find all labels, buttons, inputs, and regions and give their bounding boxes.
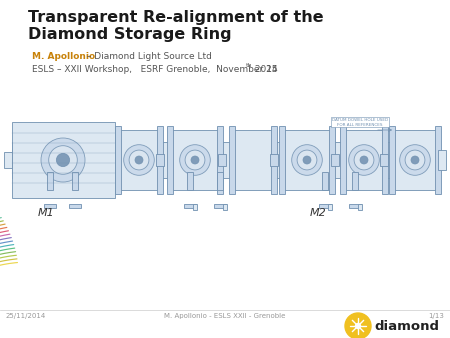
Bar bbox=[380, 154, 388, 166]
Circle shape bbox=[356, 323, 360, 329]
Bar bbox=[328, 204, 332, 210]
Bar bbox=[170, 130, 220, 190]
Circle shape bbox=[185, 150, 205, 170]
Text: Diamond Storage Ring: Diamond Storage Ring bbox=[28, 27, 232, 42]
Bar bbox=[229, 126, 235, 194]
Bar bbox=[156, 154, 164, 166]
Circle shape bbox=[360, 156, 368, 164]
Bar bbox=[157, 126, 163, 194]
Bar bbox=[358, 204, 362, 210]
Bar bbox=[167, 126, 173, 194]
Bar bbox=[382, 126, 388, 194]
Bar bbox=[69, 204, 81, 208]
Circle shape bbox=[297, 150, 317, 170]
Circle shape bbox=[400, 145, 430, 175]
Bar bbox=[4, 152, 12, 168]
Bar bbox=[44, 204, 56, 208]
Circle shape bbox=[345, 313, 371, 338]
Text: – Diamond Light Source Ltd: – Diamond Light Source Ltd bbox=[84, 52, 212, 61]
Bar bbox=[47, 172, 53, 190]
Bar bbox=[392, 130, 438, 190]
Bar bbox=[115, 126, 121, 194]
Circle shape bbox=[292, 145, 322, 175]
Text: Transparent Re-alignment of the: Transparent Re-alignment of the bbox=[28, 10, 324, 25]
Circle shape bbox=[135, 156, 143, 164]
Circle shape bbox=[180, 145, 210, 175]
Circle shape bbox=[41, 138, 85, 182]
Bar bbox=[223, 204, 227, 210]
Bar bbox=[340, 126, 346, 194]
Circle shape bbox=[49, 146, 77, 174]
Bar bbox=[187, 172, 193, 190]
Circle shape bbox=[129, 150, 149, 170]
Text: DATUM DOWEL HOLE USED
FOR ALL REFERENCES: DATUM DOWEL HOLE USED FOR ALL REFERENCES bbox=[332, 118, 388, 127]
Text: ESLS – XXII Workshop,   ESRF Grenoble,  November 25: ESLS – XXII Workshop, ESRF Grenoble, Nov… bbox=[32, 65, 278, 74]
Bar bbox=[343, 130, 385, 190]
Circle shape bbox=[191, 156, 199, 164]
Circle shape bbox=[349, 145, 379, 175]
Bar bbox=[12, 142, 438, 178]
Text: th: th bbox=[246, 63, 252, 68]
Text: M. Apollonio - ESLS XXII - Grenoble: M. Apollonio - ESLS XXII - Grenoble bbox=[164, 313, 286, 319]
Bar bbox=[12, 122, 115, 198]
Circle shape bbox=[56, 153, 70, 167]
Bar bbox=[217, 126, 223, 194]
Text: M1: M1 bbox=[38, 208, 55, 218]
Text: 25/11/2014: 25/11/2014 bbox=[6, 313, 46, 319]
Bar bbox=[438, 150, 446, 170]
Bar bbox=[282, 130, 332, 190]
Text: 2014: 2014 bbox=[252, 65, 278, 74]
Bar bbox=[217, 172, 223, 190]
Circle shape bbox=[124, 145, 154, 175]
Circle shape bbox=[354, 150, 374, 170]
Circle shape bbox=[411, 156, 419, 164]
Bar bbox=[193, 204, 197, 210]
Text: 1/13: 1/13 bbox=[428, 313, 444, 319]
Bar bbox=[331, 154, 339, 166]
Bar bbox=[349, 204, 361, 208]
Text: M2: M2 bbox=[310, 208, 327, 218]
Bar bbox=[322, 172, 328, 190]
Bar bbox=[232, 130, 274, 190]
Bar bbox=[218, 154, 226, 166]
Bar bbox=[72, 172, 78, 190]
Bar bbox=[270, 154, 278, 166]
Circle shape bbox=[303, 156, 311, 164]
Bar bbox=[329, 126, 335, 194]
Bar bbox=[279, 126, 285, 194]
Text: diamond: diamond bbox=[374, 319, 439, 333]
Bar bbox=[271, 126, 277, 194]
Bar bbox=[389, 126, 395, 194]
Bar bbox=[184, 204, 196, 208]
Bar bbox=[435, 126, 441, 194]
Bar bbox=[214, 204, 226, 208]
Circle shape bbox=[405, 150, 425, 170]
Bar bbox=[352, 172, 358, 190]
Bar bbox=[118, 130, 160, 190]
Bar bbox=[319, 204, 331, 208]
Text: M. Apollonio: M. Apollonio bbox=[32, 52, 95, 61]
